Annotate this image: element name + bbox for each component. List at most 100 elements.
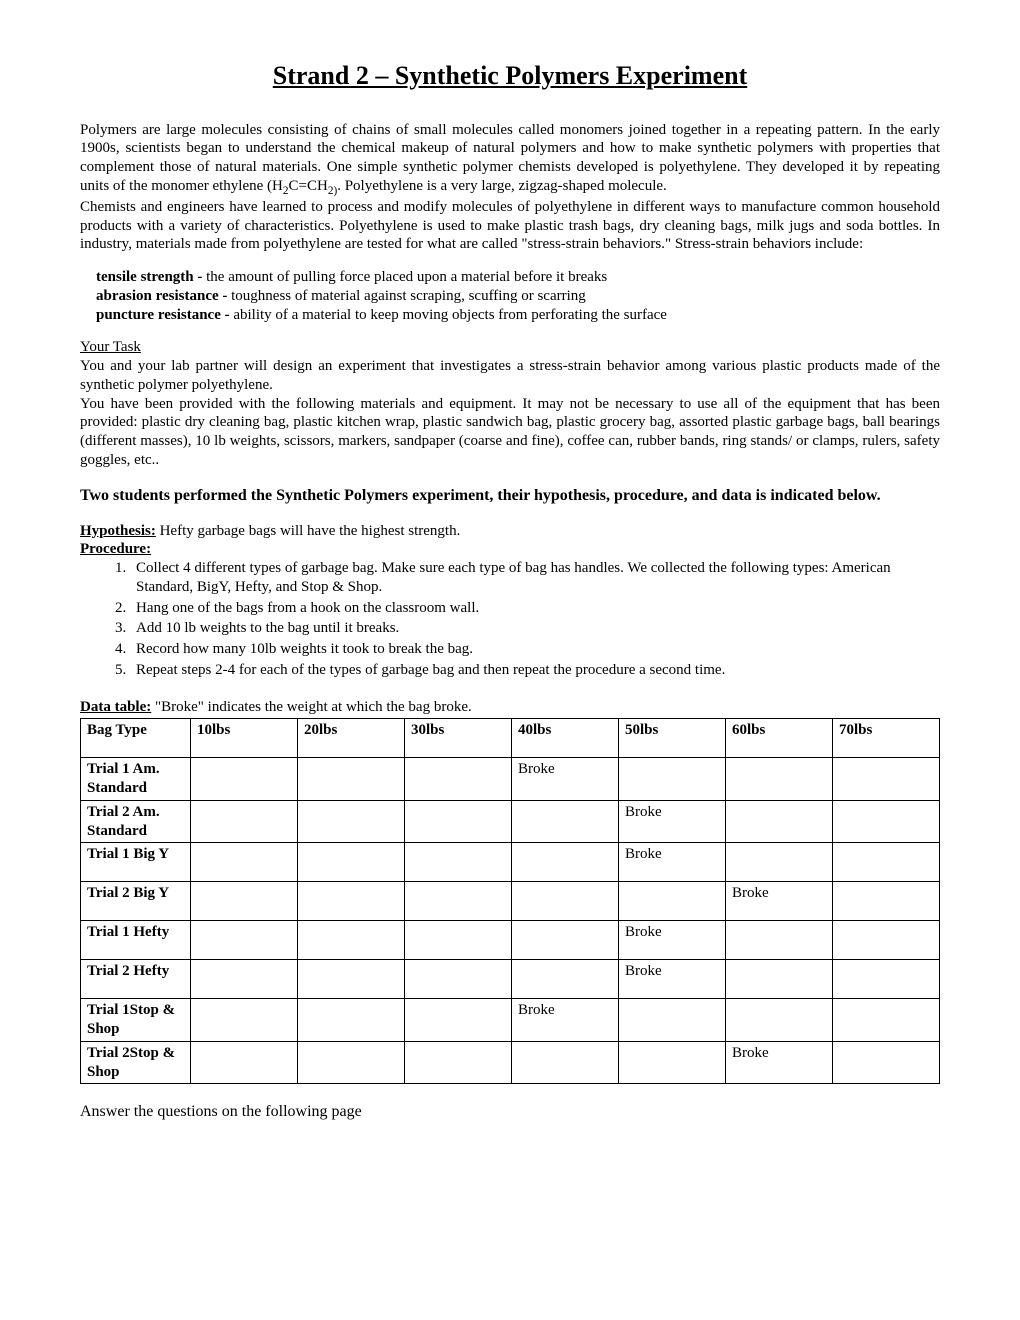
data-cell	[405, 921, 512, 960]
col-header: 70lbs	[833, 719, 940, 758]
data-cell	[405, 960, 512, 999]
hypothesis-line: Hypothesis: Hefty garbage bags will have…	[80, 522, 940, 541]
def-abrasion: abrasion resistance - toughness of mater…	[96, 287, 940, 306]
data-cell	[405, 843, 512, 882]
data-cell	[298, 921, 405, 960]
students-note: Two students performed the Synthetic Pol…	[80, 486, 940, 506]
data-cell	[726, 843, 833, 882]
data-cell	[726, 960, 833, 999]
data-cell	[619, 758, 726, 801]
definitions-block: tensile strength - the amount of pulling…	[96, 268, 940, 324]
data-table-caption-text: "Broke" indicates the weight at which th…	[151, 699, 472, 715]
table-row: Trial 1 Am. Standard Broke	[81, 758, 940, 801]
col-header: 10lbs	[191, 719, 298, 758]
data-cell	[833, 800, 940, 843]
data-cell: Broke	[512, 999, 619, 1042]
table-row: Trial 2 Hefty Broke	[81, 960, 940, 999]
row-label: Trial 1 Big Y	[81, 843, 191, 882]
row-label: Trial 1 Am. Standard	[81, 758, 191, 801]
procedure-step: Add 10 lb weights to the bag until it br…	[130, 619, 940, 638]
def-puncture: puncture resistance - ability of a mater…	[96, 306, 940, 325]
intro-text-1b: . Polyethylene is a very large, zigzag-s…	[337, 178, 667, 194]
data-cell	[298, 1041, 405, 1084]
data-cell	[833, 921, 940, 960]
hypothesis-label: Hypothesis:	[80, 523, 156, 539]
table-row: Trial 2Stop & Shop Broke	[81, 1041, 940, 1084]
data-cell	[512, 843, 619, 882]
data-cell	[726, 999, 833, 1042]
intro-paragraph-1: Polymers are large molecules consisting …	[80, 121, 940, 198]
procedure-step: Collect 4 different types of garbage bag…	[130, 559, 940, 597]
task-paragraph-2: You have been provided with the followin…	[80, 395, 940, 470]
data-cell	[619, 882, 726, 921]
table-header-row: Bag Type 10lbs 20lbs 30lbs 40lbs 50lbs 6…	[81, 719, 940, 758]
row-label: Trial 2 Am. Standard	[81, 800, 191, 843]
data-cell	[191, 960, 298, 999]
col-header: 60lbs	[726, 719, 833, 758]
data-cell	[726, 921, 833, 960]
data-cell	[726, 800, 833, 843]
data-cell	[405, 800, 512, 843]
table-row: Trial 1 Hefty Broke	[81, 921, 940, 960]
row-label: Trial 1 Hefty	[81, 921, 191, 960]
data-cell	[191, 882, 298, 921]
data-cell: Broke	[619, 800, 726, 843]
data-cell	[298, 999, 405, 1042]
data-cell	[833, 843, 940, 882]
data-cell: Broke	[619, 960, 726, 999]
task-paragraph-1: You and your lab partner will design an …	[80, 357, 940, 395]
intro-paragraph-2: Chemists and engineers have learned to p…	[80, 198, 940, 254]
procedure-step: Record how many 10lb weights it took to …	[130, 640, 940, 659]
data-cell	[191, 921, 298, 960]
data-cell	[512, 1041, 619, 1084]
data-cell	[619, 1041, 726, 1084]
data-cell	[405, 1041, 512, 1084]
def-tensile-text: the amount of pulling force placed upon …	[206, 269, 607, 285]
data-cell	[298, 882, 405, 921]
col-header: Bag Type	[81, 719, 191, 758]
page-title: Strand 2 – Synthetic Polymers Experiment	[80, 60, 940, 93]
subscript-2b: 2)	[328, 185, 337, 197]
formula-c-eq-ch: C=CH	[289, 178, 328, 194]
data-cell	[512, 882, 619, 921]
procedure-label: Procedure:	[80, 540, 940, 559]
data-cell	[512, 800, 619, 843]
data-cell	[191, 758, 298, 801]
table-row: Trial 1 Big YBroke	[81, 843, 940, 882]
data-cell	[191, 800, 298, 843]
procedure-step: Repeat steps 2-4 for each of the types o…	[130, 661, 940, 680]
data-table-label: Data table:	[80, 699, 151, 715]
data-cell	[298, 758, 405, 801]
data-cell	[833, 960, 940, 999]
data-cell	[833, 882, 940, 921]
data-cell	[298, 960, 405, 999]
data-cell	[191, 843, 298, 882]
data-cell	[512, 960, 619, 999]
data-cell	[405, 999, 512, 1042]
col-header: 20lbs	[298, 719, 405, 758]
col-header: 40lbs	[512, 719, 619, 758]
data-cell	[619, 999, 726, 1042]
table-row: Trial 2 Am. Standard Broke	[81, 800, 940, 843]
row-label: Trial 2 Big Y	[81, 882, 191, 921]
your-task-heading: Your Task	[80, 338, 940, 357]
data-table: Bag Type 10lbs 20lbs 30lbs 40lbs 50lbs 6…	[80, 718, 940, 1084]
hypothesis-text: Hefty garbage bags will have the highest…	[156, 523, 461, 539]
data-cell: Broke	[619, 921, 726, 960]
data-cell: Broke	[512, 758, 619, 801]
row-label: Trial 2 Hefty	[81, 960, 191, 999]
footer-instruction: Answer the questions on the following pa…	[80, 1102, 940, 1122]
row-label: Trial 2Stop & Shop	[81, 1041, 191, 1084]
data-cell	[833, 999, 940, 1042]
data-cell	[298, 800, 405, 843]
def-abrasion-label: abrasion resistance -	[96, 288, 231, 304]
data-cell: Broke	[726, 1041, 833, 1084]
data-cell	[833, 1041, 940, 1084]
data-cell	[512, 921, 619, 960]
def-tensile-label: tensile strength -	[96, 269, 206, 285]
def-puncture-label: puncture resistance -	[96, 307, 233, 323]
data-cell	[191, 999, 298, 1042]
def-abrasion-text: toughness of material against scraping, …	[231, 288, 586, 304]
data-cell: Broke	[726, 882, 833, 921]
data-cell	[298, 843, 405, 882]
